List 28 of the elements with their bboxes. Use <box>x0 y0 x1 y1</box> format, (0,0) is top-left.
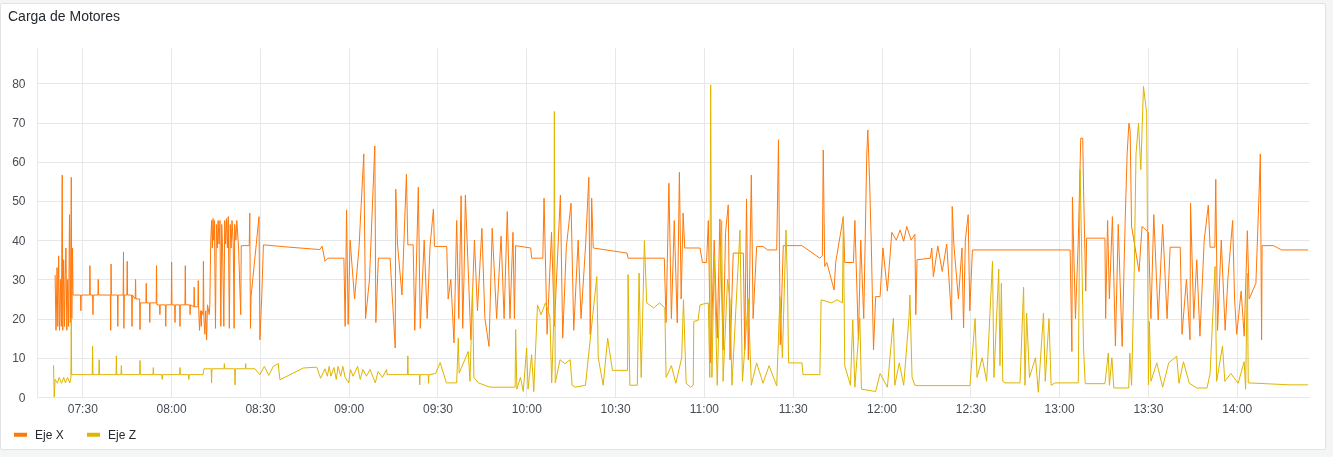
chart-title: Carga de Motores <box>8 8 121 24</box>
y-tick-label: 60 <box>12 155 26 170</box>
x-tick-label: 13:30 <box>1133 401 1164 416</box>
y-tick-label: 30 <box>12 272 26 287</box>
legend-label: Eje Z <box>108 427 137 442</box>
x-tick-label: 12:00 <box>866 401 898 416</box>
line-series <box>53 84 1309 398</box>
x-tick-label: 11:30 <box>778 401 809 416</box>
x-tick-label: 14:00 <box>1222 401 1253 416</box>
x-tick-label: 10:00 <box>511 401 543 416</box>
x-tick-label: 09:30 <box>422 401 454 416</box>
legend-label: Eje X <box>35 427 64 442</box>
y-tick-label: 50 <box>12 194 26 209</box>
y-tick-label: 0 <box>18 390 26 405</box>
line-series <box>54 122 1309 364</box>
y-tick-label: 80 <box>12 76 26 91</box>
x-tick-label: 12:30 <box>955 401 987 416</box>
x-tick-label: 08:30 <box>245 401 276 416</box>
x-tick-label: 07:30 <box>67 401 99 416</box>
x-tick-label: 11:00 <box>689 401 720 416</box>
x-tick-label: 09:00 <box>334 401 365 416</box>
x-tick-label: 10:30 <box>600 401 631 416</box>
y-tick-label: 20 <box>12 312 26 327</box>
y-tick-label: 10 <box>12 351 26 366</box>
y-tick-label: 70 <box>12 116 26 131</box>
x-tick-label: 08:00 <box>156 401 187 416</box>
y-tick-label: 40 <box>12 233 26 248</box>
x-tick-label: 13:00 <box>1044 401 1075 416</box>
